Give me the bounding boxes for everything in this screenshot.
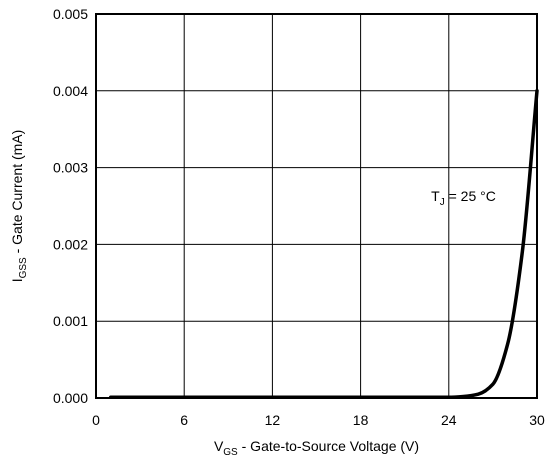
x-axis-label-main: V [214,438,224,454]
grid [95,13,538,399]
y-tick-label-4: 0.004 [53,83,88,99]
x-axis-label-rest: - Gate-to-Source Voltage (V) [238,438,419,454]
y-tick-label-5: 0.005 [53,6,88,22]
x-tick-label-1: 6 [180,412,188,428]
annotation-main: T [431,188,440,204]
x-tick-label-5: 30 [529,412,545,428]
y-tick-label-3: 0.003 [53,160,88,176]
annotation-sub: J [440,197,445,208]
x-axis-ticks: 0 6 12 18 24 30 [92,412,545,428]
y-tick-label-2: 0.002 [53,236,88,252]
annotation-rest: = 25 °C [445,188,496,204]
x-tick-label-4: 24 [441,412,457,428]
y-tick-label-0: 0.000 [53,390,88,406]
x-axis-label-sub: GS [223,447,238,458]
y-axis-label-rest: - Gate Current (mA) [9,130,25,258]
x-tick-label-0: 0 [92,412,100,428]
y-axis-label-sub: GSS [18,257,29,278]
x-axis-label: VGS - Gate-to-Source Voltage (V) [214,438,419,458]
x-tick-label-2: 12 [265,412,281,428]
y-axis-label: IGSS - Gate Current (mA) [9,130,29,283]
series-line-igss-vs-vgs [108,89,539,399]
y-tick-label-1: 0.001 [53,313,88,329]
y-axis-label-main: I [9,278,25,282]
x-tick-label-3: 18 [353,412,369,428]
plot-frame [95,13,538,399]
junction-temperature-annotation: TJ = 25 °C [431,188,496,208]
y-axis-ticks: 0.000 0.001 0.002 0.003 0.004 0.005 [53,6,88,406]
